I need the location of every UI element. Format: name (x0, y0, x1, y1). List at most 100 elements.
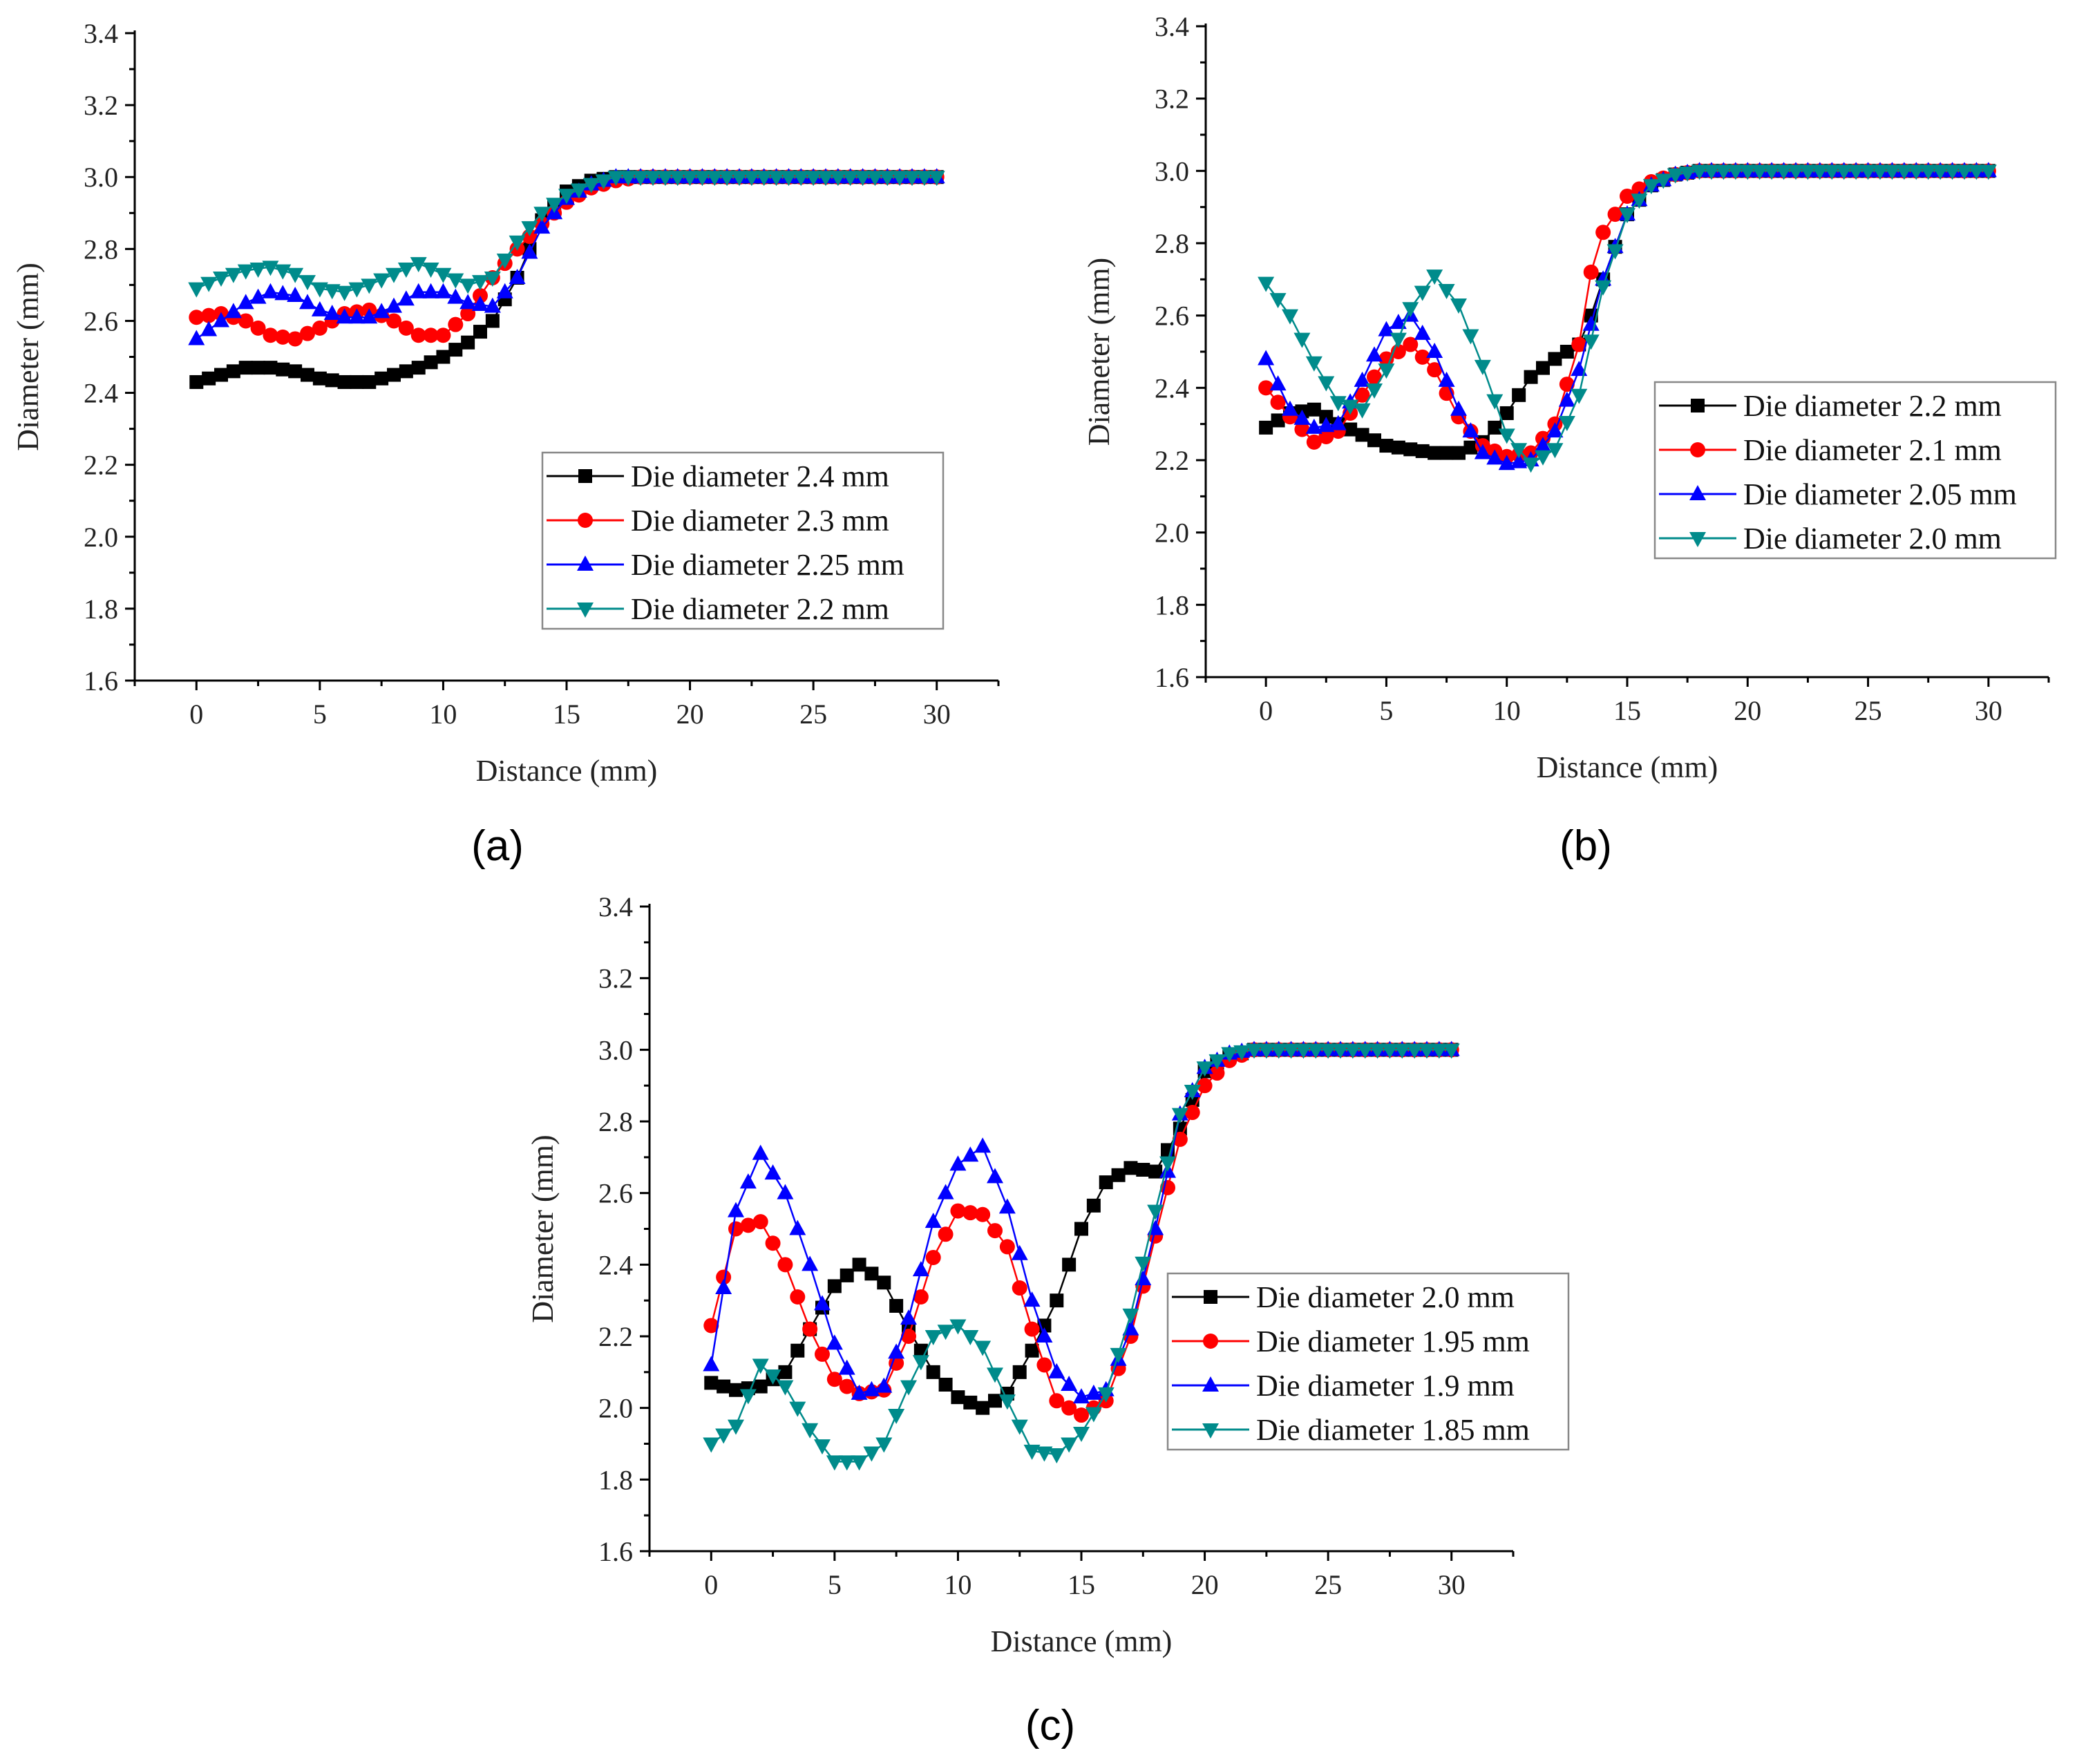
data-point (1012, 1365, 1027, 1379)
data-point (1097, 1387, 1115, 1403)
data-point (1486, 449, 1504, 465)
data-point (620, 171, 637, 187)
data-point (740, 1217, 756, 1233)
data-point (472, 296, 489, 312)
data-point (1037, 1318, 1052, 1333)
data-point (1258, 380, 1274, 396)
data-point (411, 361, 426, 375)
legend-marker (578, 513, 593, 528)
y-tick-label: 2.0 (1155, 518, 1189, 549)
x-tick-label: 0 (1259, 695, 1273, 726)
data-point (225, 303, 242, 319)
y-tick-label: 2.0 (598, 1393, 633, 1424)
legend-marker (1202, 1423, 1219, 1439)
data-point (1571, 336, 1587, 352)
data-point (938, 1226, 954, 1242)
data-point (213, 312, 229, 328)
panel-label-a: (a) (471, 822, 524, 870)
data-point (1366, 383, 1383, 399)
y-tick-label: 2.8 (1155, 228, 1189, 259)
data-point (1703, 164, 1720, 180)
data-point (496, 253, 513, 269)
data-point (386, 313, 401, 329)
y-tick-label: 2.4 (1155, 372, 1189, 404)
data-point (287, 267, 304, 283)
data-point (496, 283, 513, 298)
data-point (1332, 1043, 1349, 1059)
axis-ticks: 1.6 1.8 2.0 2.2 2.4 2.6 2.8 3.0 3.2 3.4 0 5 10 15 20 25… (1155, 11, 2050, 726)
plot-area (188, 168, 945, 389)
data-point (988, 1394, 1002, 1408)
data-point (1011, 1244, 1028, 1260)
data-point (937, 1184, 954, 1199)
data-point (337, 374, 352, 389)
legend-marker (577, 556, 594, 571)
data-point (1582, 315, 1600, 331)
data-point (1450, 298, 1467, 314)
data-point (1343, 422, 1358, 437)
data-point (546, 198, 563, 214)
legend-marker (1690, 442, 1705, 457)
data-point (863, 1446, 880, 1462)
data-point (728, 1419, 744, 1435)
data-point (974, 1137, 992, 1153)
data-point (789, 1401, 806, 1417)
data-point (1305, 418, 1322, 434)
data-point (1427, 362, 1443, 378)
data-point (1607, 207, 1623, 222)
data-point (189, 374, 204, 389)
data-point (1823, 164, 1841, 180)
data-point (1524, 370, 1538, 384)
legend-marker (578, 469, 592, 483)
data-point (715, 1279, 732, 1295)
plot-area (1258, 162, 1997, 473)
y-tick-label: 3.2 (1155, 84, 1189, 115)
legend-marker (1689, 532, 1706, 547)
data-point (802, 1423, 819, 1439)
data-point (311, 301, 328, 316)
data-point (1111, 1168, 1126, 1182)
data-point (938, 1377, 953, 1392)
data-point (189, 310, 205, 325)
data-point (447, 288, 464, 304)
data-point (826, 1372, 842, 1387)
data-point (913, 1289, 929, 1305)
data-point (262, 283, 279, 298)
data-point (998, 1394, 1016, 1410)
data-point (805, 171, 822, 187)
y-axis-title: Diameter (mm) (11, 263, 45, 451)
data-point (1655, 173, 1672, 189)
data-point (301, 368, 314, 382)
data-point (448, 343, 463, 357)
y-axis-title: Diameter (mm) (1082, 258, 1116, 446)
data-point (311, 282, 328, 298)
data-point (1944, 164, 1961, 180)
data-point (703, 1318, 719, 1334)
data-point (1932, 164, 1949, 180)
data-point (656, 171, 674, 187)
data-point (1430, 1043, 1448, 1059)
data-point (829, 171, 846, 187)
data-point (1233, 1045, 1251, 1061)
data-point (1023, 1291, 1041, 1307)
data-point (1631, 181, 1647, 197)
data-point (731, 171, 748, 187)
data-point (1356, 1043, 1374, 1059)
data-point (1074, 1407, 1089, 1423)
series-die-diameter-1.85-mm (703, 1043, 1460, 1471)
data-point (1306, 434, 1322, 450)
legend: Die diameter 2.0 mm Die diameter 1.95 mm D… (1166, 1272, 1570, 1451)
data-point (201, 307, 217, 323)
data-point (237, 264, 254, 280)
data-point (976, 1401, 990, 1415)
data-point (1691, 164, 1708, 180)
data-point (276, 362, 290, 377)
data-point (1488, 420, 1502, 435)
legend-marker (577, 603, 594, 618)
data-point (472, 275, 489, 291)
data-point (1535, 450, 1551, 466)
data-point (435, 328, 451, 343)
data-point (1367, 433, 1381, 448)
data-point (287, 287, 304, 303)
